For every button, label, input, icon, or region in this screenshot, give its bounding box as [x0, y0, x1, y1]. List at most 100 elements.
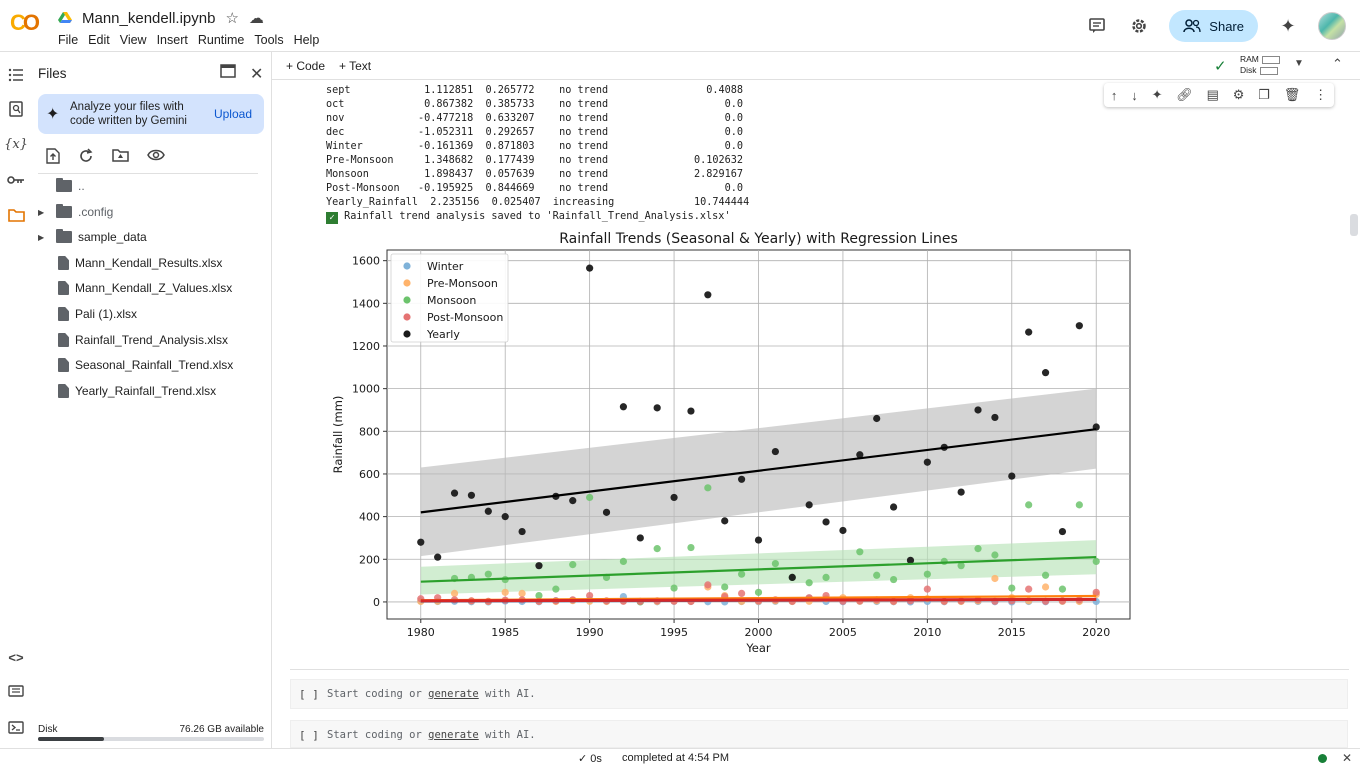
- output-saved-line: ✓ Rainfall trend analysis saved to 'Rain…: [326, 210, 749, 224]
- list-item[interactable]: Mann_Kendall_Z_Values.xlsx: [32, 277, 268, 299]
- ram-disk-indicator[interactable]: RAM Disk: [1240, 54, 1280, 76]
- disk-label-toolbar: Disk: [1240, 65, 1257, 75]
- data-point: [484, 570, 492, 578]
- menu-insert[interactable]: Insert: [156, 33, 188, 47]
- mirror-cell-icon[interactable]: ❐: [1258, 87, 1270, 102]
- find-icon[interactable]: [7, 100, 25, 118]
- data-point: [1041, 571, 1050, 579]
- y-tick-label: 600: [359, 468, 380, 481]
- folder-icon: [56, 229, 72, 243]
- list-item[interactable]: ..: [32, 175, 268, 197]
- file-icon: [58, 358, 69, 372]
- data-point: [586, 264, 594, 272]
- generate-link[interactable]: generate: [428, 688, 479, 700]
- data-point: [1008, 472, 1016, 480]
- list-item[interactable]: ▶ sample_data: [38, 229, 147, 244]
- list-item[interactable]: Mann_Kendall_Results.xlsx: [32, 252, 268, 274]
- data-point: [788, 573, 796, 582]
- gemini-spark-icon[interactable]: ✦: [1151, 87, 1163, 102]
- confidence-band-yearly: [420, 388, 1097, 557]
- code-snippets-icon[interactable]: <>: [8, 649, 24, 665]
- more-vert-icon[interactable]: ⋮: [1314, 87, 1328, 102]
- scrollbar-thumb[interactable]: [1350, 214, 1358, 236]
- comment-icon[interactable]: ▤: [1206, 87, 1219, 102]
- legend-label: Yearly: [426, 328, 460, 341]
- menu-edit[interactable]: Edit: [88, 33, 110, 47]
- upload-file-icon[interactable]: [46, 148, 60, 167]
- menu-tools[interactable]: Tools: [254, 33, 284, 47]
- data-point: [569, 561, 577, 569]
- cell-placeholder[interactable]: Start coding or generate with AI.: [327, 688, 536, 700]
- colab-logo[interactable]: CO: [10, 10, 40, 35]
- cell-placeholder[interactable]: Start coding or generate with AI.: [327, 729, 536, 741]
- runtime-dropdown-icon[interactable]: ▼: [1294, 58, 1304, 69]
- empty-code-cell[interactable]: [ ] Start coding or generate with AI.: [290, 720, 1348, 748]
- menu-help[interactable]: Help: [293, 33, 320, 47]
- data-point: [991, 413, 999, 422]
- data-point: [586, 591, 594, 600]
- data-point: [839, 526, 847, 535]
- regression-line-monsoon: [420, 556, 1097, 583]
- exec-time: ✓ 0s: [578, 753, 602, 765]
- add-text-button[interactable]: + Text: [339, 59, 372, 73]
- menu-runtime[interactable]: Runtime: [197, 33, 245, 47]
- disk-label: Disk: [38, 724, 58, 735]
- chevron-right-icon[interactable]: ▶: [38, 232, 45, 242]
- delete-icon[interactable]: 🗑︎: [1283, 87, 1301, 102]
- show-hidden-eye-icon[interactable]: [147, 148, 165, 167]
- notebook-toolbar: + Code + Text ✓ RAM Disk ▼ ⌃: [272, 52, 1360, 80]
- variables-icon[interactable]: {x}: [4, 136, 28, 152]
- gemini-spark-icon[interactable]: ✦: [1280, 15, 1296, 36]
- gemini-card-text: Analyze your files with code written by …: [70, 101, 187, 127]
- mount-drive-icon[interactable]: [112, 148, 129, 167]
- menu-view[interactable]: View: [119, 33, 147, 47]
- link-icon[interactable]: 🔗︎: [1176, 87, 1193, 102]
- run-cell-bracket[interactable]: [ ]: [299, 729, 319, 742]
- data-point: [940, 557, 948, 566]
- command-palette-icon[interactable]: [7, 682, 25, 700]
- settings-gear-icon[interactable]: [1127, 14, 1151, 38]
- close-icon[interactable]: ✕: [250, 66, 264, 83]
- avatar[interactable]: [1318, 12, 1346, 40]
- list-item[interactable]: ▶ .config: [38, 204, 114, 219]
- star-icon[interactable]: ☆: [225, 10, 239, 27]
- notebook-title[interactable]: Mann_kendell.ipynb: [82, 9, 216, 27]
- x-tick-label: 1980: [407, 626, 435, 639]
- refresh-icon[interactable]: [78, 148, 94, 167]
- data-point: [923, 458, 931, 466]
- settings-gear-icon[interactable]: ⚙: [1232, 87, 1245, 102]
- list-item[interactable]: Seasonal_Rainfall_Trend.xlsx: [32, 354, 268, 376]
- data-point: [467, 491, 476, 499]
- chevron-right-icon[interactable]: ▶: [38, 207, 45, 217]
- move-up-icon[interactable]: ↑: [1110, 87, 1118, 103]
- generate-link[interactable]: generate: [428, 729, 479, 741]
- terminal-icon[interactable]: [7, 718, 25, 736]
- files-folder-icon[interactable]: [7, 206, 25, 224]
- table-of-contents-icon[interactable]: [7, 66, 25, 84]
- chart-title: Rainfall Trends (Seasonal & Yearly) with…: [559, 231, 958, 247]
- y-tick-label: 0: [373, 596, 380, 609]
- list-item[interactable]: Yearly_Rainfall_Trend.xlsx: [32, 380, 268, 402]
- cloud-icon[interactable]: ☁: [248, 10, 264, 27]
- list-item[interactable]: Pali (1).xlsx: [32, 303, 268, 325]
- list-item[interactable]: Rainfall_Trend_Analysis.xlsx: [32, 329, 268, 351]
- empty-code-cell[interactable]: [ ] Start coding or generate with AI.: [290, 679, 1348, 709]
- upload-link[interactable]: Upload: [213, 107, 252, 121]
- move-down-icon[interactable]: ↓: [1131, 87, 1138, 103]
- comment-icon[interactable]: [1085, 14, 1109, 38]
- ram-bar: [1261, 55, 1280, 64]
- x-tick-label: 2015: [998, 626, 1026, 639]
- share-button[interactable]: Share: [1169, 10, 1258, 42]
- folder-icon: [56, 204, 72, 218]
- add-code-button[interactable]: + Code: [286, 59, 326, 73]
- output-text: sept 1.112851 0.265772 no trend 0.4088 oc…: [326, 84, 749, 224]
- collapse-header-icon[interactable]: ⌃: [1332, 56, 1343, 71]
- new-tab-icon[interactable]: [220, 64, 236, 81]
- run-cell-bracket[interactable]: [ ]: [299, 688, 319, 701]
- data-point: [535, 591, 543, 600]
- menu-file[interactable]: File: [58, 33, 79, 47]
- data-point: [856, 548, 864, 556]
- close-icon[interactable]: ✕: [1342, 751, 1353, 765]
- data-point: [1075, 322, 1083, 330]
- secrets-key-icon[interactable]: [7, 171, 25, 189]
